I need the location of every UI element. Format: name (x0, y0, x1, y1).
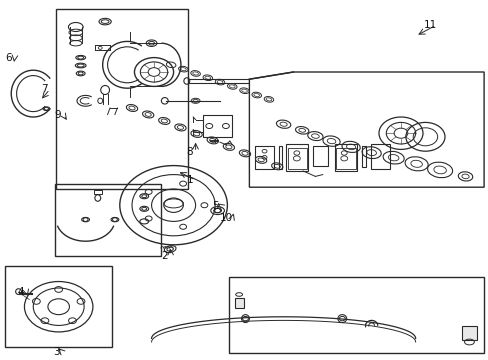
Text: 5: 5 (211, 201, 218, 211)
Bar (234, 298, 243, 308)
Text: 3: 3 (53, 347, 60, 357)
Bar (228, 277, 483, 353)
Text: 6: 6 (5, 53, 12, 63)
Bar (461, 326, 476, 340)
Bar (55, 184, 161, 256)
Text: 1: 1 (186, 175, 193, 185)
Text: 10: 10 (220, 213, 232, 223)
Text: 11: 11 (423, 20, 436, 30)
Bar (255, 146, 273, 169)
Bar (334, 144, 356, 171)
Bar (5, 266, 112, 347)
Bar (361, 146, 365, 167)
Bar (56, 9, 188, 189)
Bar (370, 144, 389, 169)
Bar (285, 144, 307, 171)
Bar (287, 148, 306, 169)
Text: 9: 9 (54, 110, 61, 120)
Bar (336, 148, 355, 169)
Text: 2: 2 (161, 251, 168, 261)
Text: 7: 7 (41, 84, 47, 94)
Bar (312, 146, 327, 166)
Bar (278, 146, 281, 169)
Text: 8: 8 (186, 147, 193, 157)
Text: 4: 4 (17, 287, 24, 297)
Bar (94, 190, 102, 194)
